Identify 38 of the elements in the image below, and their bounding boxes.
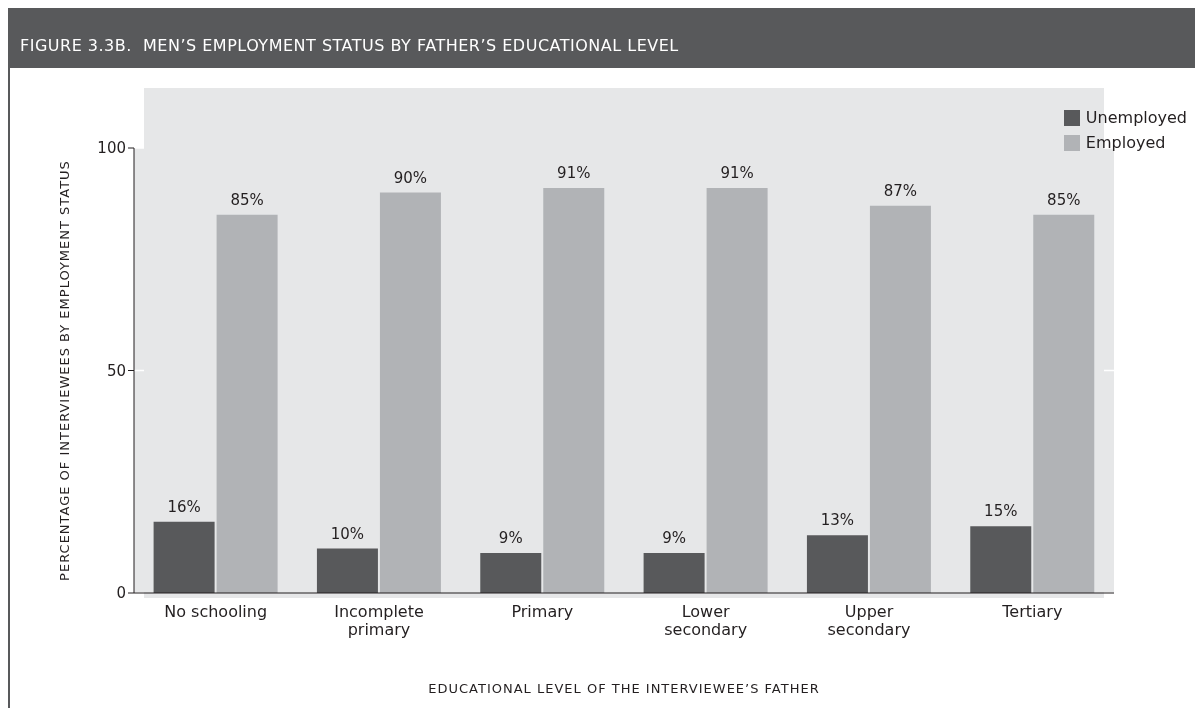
legend-label: Employed [1085, 133, 1166, 152]
bar [706, 188, 768, 593]
y-tick-label: 50 [106, 361, 126, 380]
bar [806, 535, 868, 593]
x-tick-label: Incomplete primary [334, 602, 424, 639]
bar [153, 521, 215, 593]
bar [970, 526, 1032, 593]
data-label: 9% [498, 528, 523, 547]
bar [316, 548, 378, 593]
bar [379, 192, 441, 593]
x-tick-label: Upper secondary [827, 602, 911, 639]
x-tick-label: Lower secondary [664, 602, 748, 639]
data-label: 13% [820, 511, 855, 530]
bar [543, 188, 605, 593]
y-axis-title: PERCENTAGE OF INTERVIEWEES BY EMPLOYMENT STATUS [56, 160, 72, 581]
data-label: 15% [984, 502, 1018, 521]
bar [1033, 214, 1095, 593]
chart-title: FIGURE 3.3B. MEN’S EMPLOYMENT STATUS BY FATHER’S EDUCATIONAL LEVEL [8, 8, 1195, 68]
data-label: 90% [393, 168, 428, 187]
data-label: 87% [883, 181, 918, 200]
data-label: 85% [230, 190, 264, 209]
data-label: 91% [557, 164, 591, 183]
data-label: 91% [720, 164, 754, 183]
x-axis-title: EDUCATIONAL LEVEL OF THE INTERVIEWEE’S FATHER [428, 681, 820, 696]
x-tick-label: No schooling [164, 602, 268, 621]
bar [480, 552, 542, 593]
bar [216, 214, 278, 593]
data-label: 9% [662, 528, 686, 547]
bar [869, 205, 931, 593]
bar [643, 552, 705, 593]
y-tick-label: 100 [97, 139, 126, 158]
data-label: 10% [330, 524, 365, 543]
x-tick-label: Primary [511, 602, 574, 621]
data-label: 16% [167, 497, 201, 516]
y-tick-label: 0 [116, 584, 126, 603]
x-tick-label: Tertiary [1001, 602, 1063, 621]
legend-label: Unemployed [1085, 108, 1187, 127]
data-label: 85% [1047, 190, 1081, 209]
